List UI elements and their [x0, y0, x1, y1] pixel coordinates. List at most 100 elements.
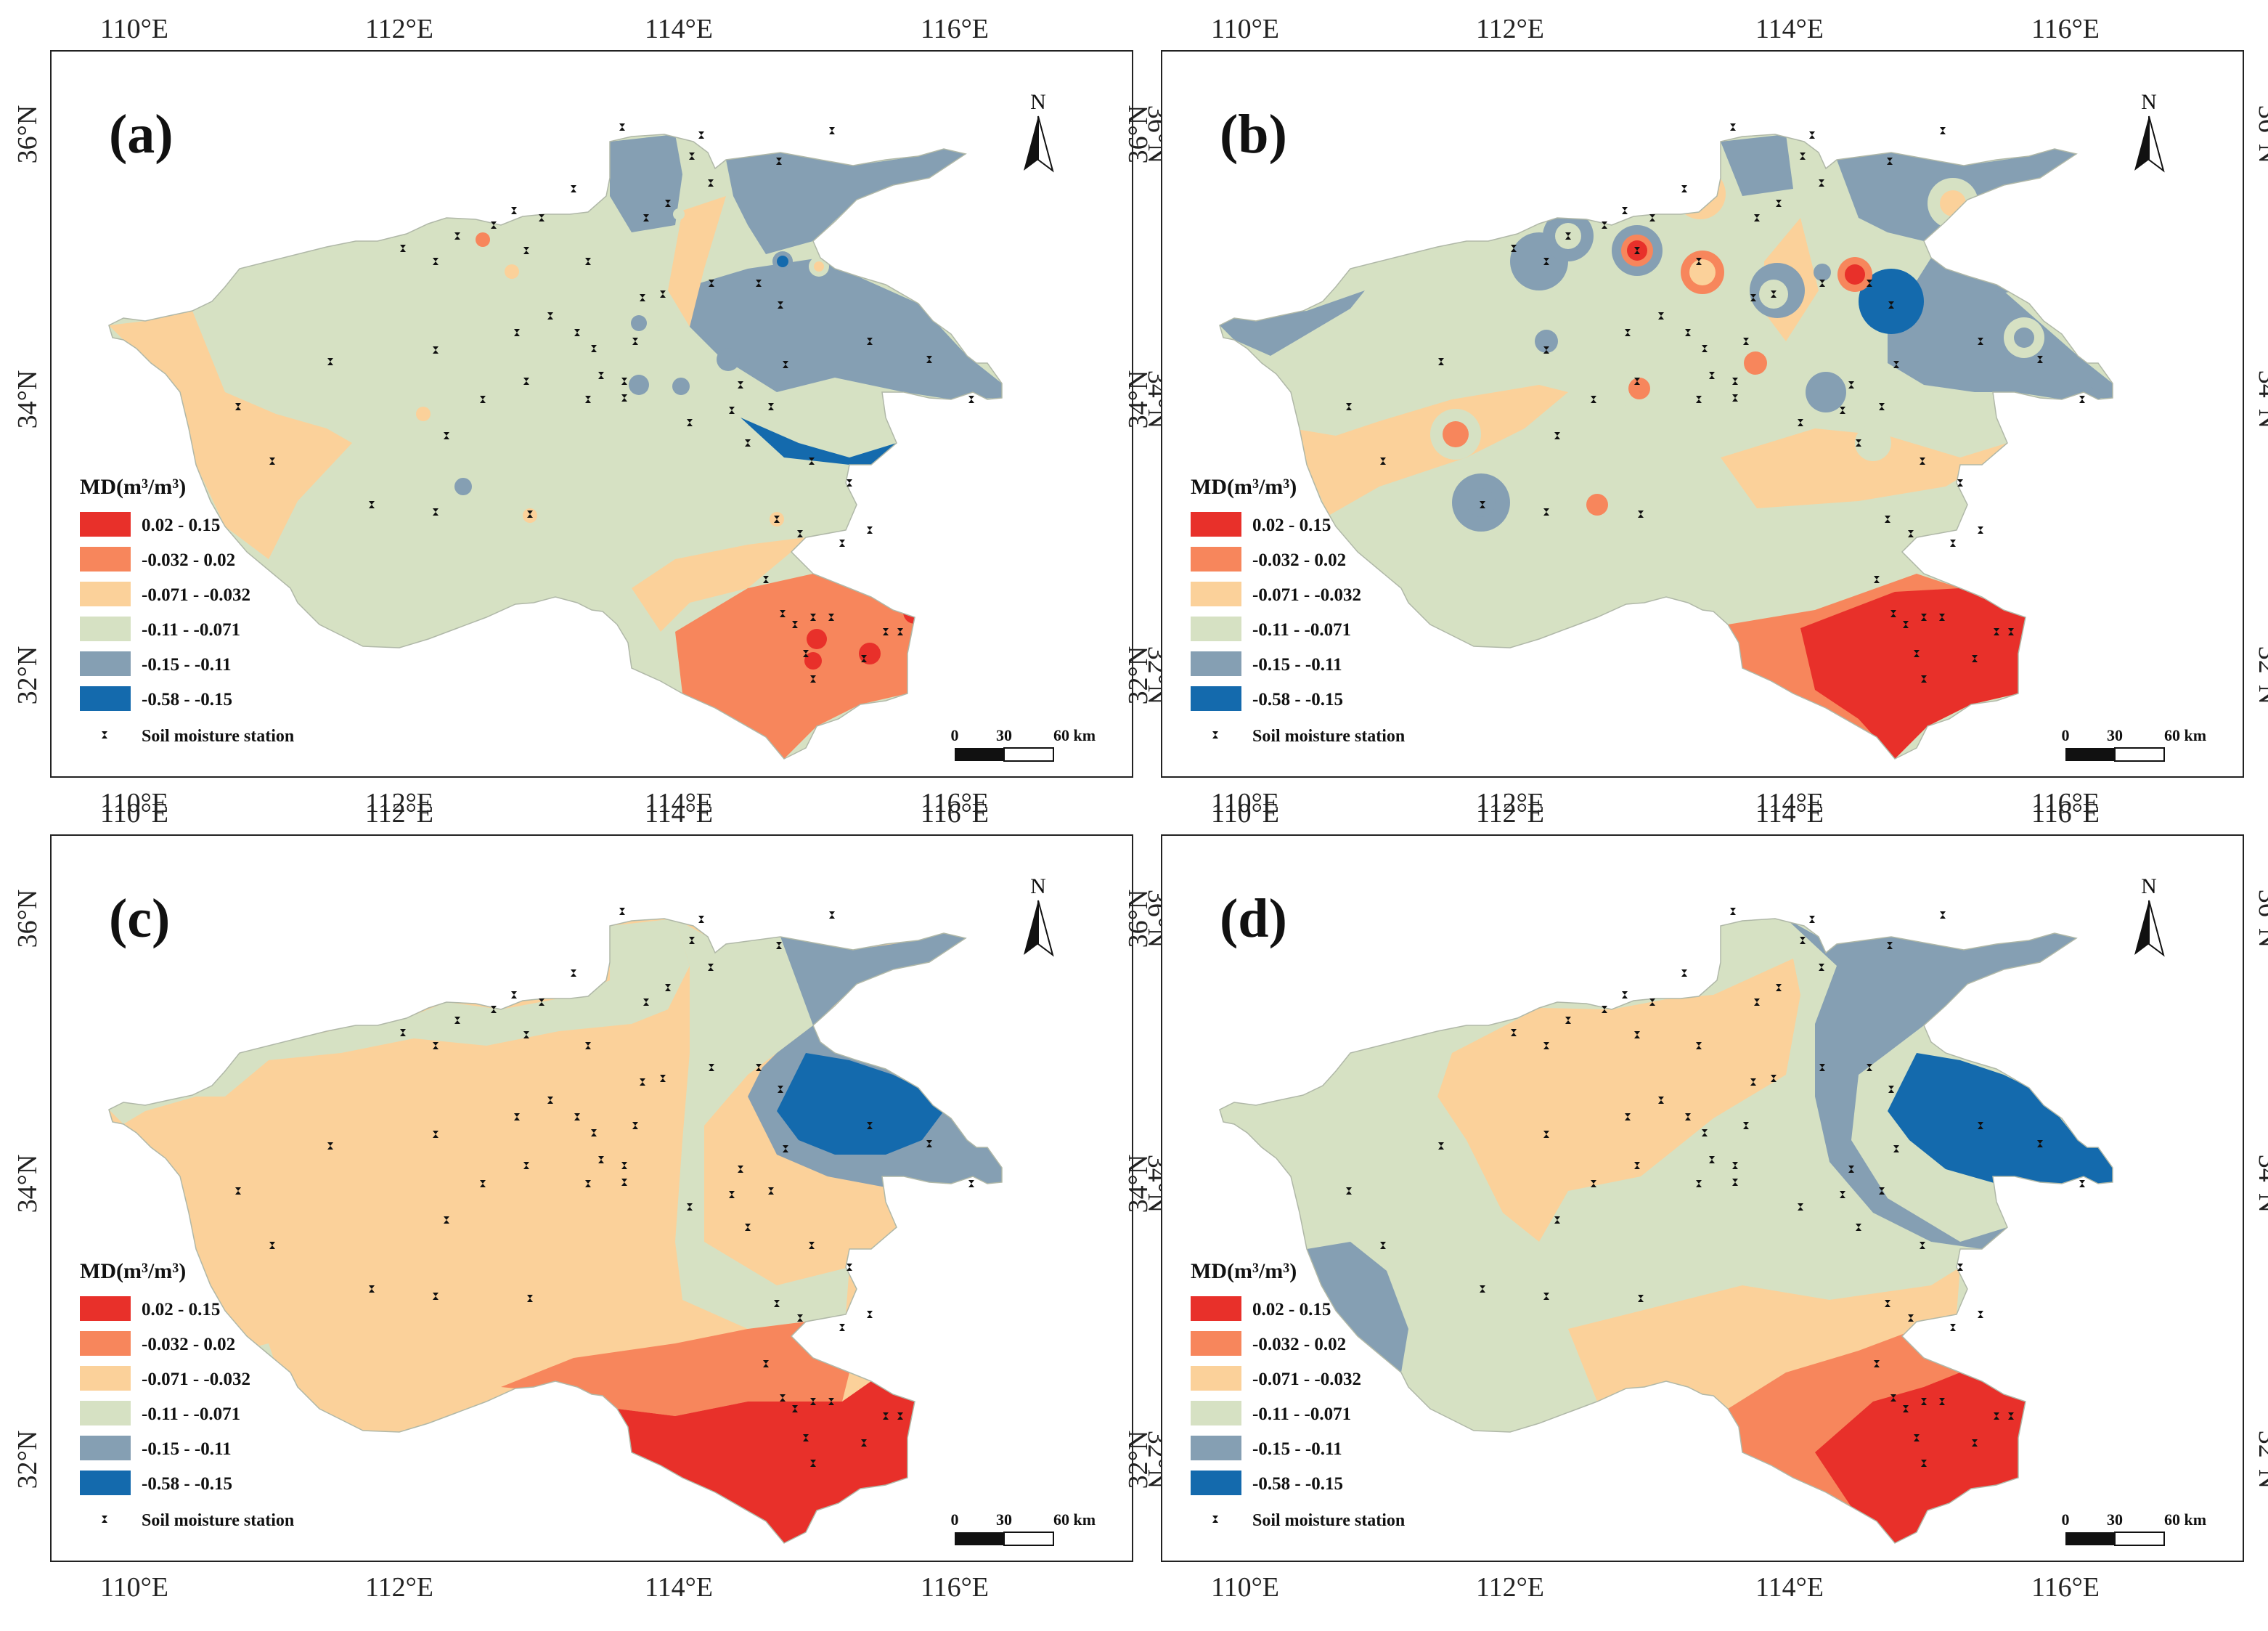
legend-swatch [1191, 1436, 1241, 1460]
anomaly-circle [1535, 330, 1558, 353]
scalebar: 0 30 60 km [951, 726, 1096, 762]
station-marker [1798, 1203, 1803, 1211]
station-marker [1819, 280, 1825, 287]
north-label: N [2141, 90, 2157, 114]
station-marker [1750, 1078, 1756, 1086]
station-marker [1874, 576, 1880, 583]
station-marker [1972, 1439, 1978, 1447]
station-marker [867, 1122, 873, 1129]
station-marker [1920, 1242, 1925, 1249]
scalebar-label: 60 km [2164, 726, 2206, 744]
station-marker [803, 650, 809, 657]
station-marker [1914, 650, 1920, 657]
station-marker [454, 1017, 460, 1024]
station-marker [847, 1264, 852, 1271]
lat-tick-left: 34°N [12, 1155, 43, 1213]
station-marker [1480, 1285, 1485, 1293]
station-marker [763, 1360, 769, 1367]
station-marker [433, 258, 438, 265]
station-marker [1994, 1412, 1999, 1420]
station-marker [1848, 381, 1854, 389]
scalebar: 0 30 60 km [2062, 1510, 2206, 1546]
station-marker [1754, 998, 1760, 1006]
scalebar-label: 30 [996, 726, 1012, 744]
scalebar-black [955, 748, 1004, 761]
station-marker [640, 294, 645, 301]
legend-swatch [80, 651, 131, 676]
station-marker [1914, 1434, 1920, 1441]
station-marker [269, 1242, 275, 1249]
scalebar: 0 30 60 km [951, 1510, 1096, 1546]
station-marker [2079, 1180, 2085, 1187]
station-marker [1380, 457, 1386, 465]
legend-swatch [80, 617, 131, 641]
station-marker [643, 998, 649, 1006]
station-marker [539, 214, 544, 221]
lon-tick-bottom: 114°E [645, 788, 713, 818]
anomaly-circle [807, 629, 827, 649]
station-marker [1978, 338, 1983, 345]
anomaly-circle [629, 375, 649, 395]
legend-swatch [80, 1436, 131, 1460]
station-marker [1730, 908, 1736, 915]
station-marker [660, 290, 666, 298]
anomaly-circle [416, 407, 431, 421]
station-marker [1908, 530, 1914, 537]
map-panel-a: 110°E 110°E 112°E 112°E 114°E 114°E 116°E 116°E… [12, 14, 1172, 818]
panel-label: (c) [109, 888, 170, 949]
station-marker [803, 1434, 809, 1441]
station-marker [698, 131, 704, 139]
station-marker [523, 378, 529, 385]
station-marker [585, 258, 591, 265]
station-marker [1685, 329, 1691, 336]
province-zones [1220, 134, 2113, 759]
anomaly-circle [1814, 264, 1831, 281]
scalebar-label: 30 [2107, 726, 2123, 744]
station-marker [1776, 200, 1782, 207]
lon-tick-top: 114°E [1755, 14, 1824, 44]
station-marker [1921, 614, 1927, 621]
anomaly-circle [2014, 328, 2034, 348]
lon-tick-bottom: 114°E [1755, 1572, 1824, 1603]
station-marker [1543, 1131, 1549, 1138]
scalebar-label: 60 km [2164, 1510, 2206, 1529]
scalebar-label: 0 [951, 726, 959, 744]
station-marker [1346, 403, 1352, 410]
legend-title: MD(m³/m³) [80, 1259, 186, 1283]
lon-tick-bottom: 116°E [2031, 788, 2100, 818]
station-marker [709, 280, 714, 287]
station-marker [1809, 131, 1815, 139]
legend-swatch [1191, 1401, 1241, 1425]
north-arrow-icon-half [2148, 115, 2165, 173]
station-marker [1591, 1180, 1596, 1187]
lon-tick-top: 112°E [1476, 798, 1544, 829]
station-marker [527, 511, 533, 518]
anomaly-circle [1806, 372, 1846, 412]
legend-station-icon [1212, 731, 1218, 739]
station-marker [897, 1412, 903, 1420]
lon-tick-top: 114°E [1755, 798, 1824, 829]
station-marker [968, 1180, 974, 1187]
station-marker [1771, 1075, 1777, 1082]
station-marker [591, 345, 597, 352]
legend-swatch [80, 582, 131, 606]
station-marker [547, 312, 553, 320]
station-marker [454, 232, 460, 240]
station-marker [1702, 345, 1708, 352]
station-marker [1856, 1224, 1861, 1231]
station-marker [1867, 280, 1872, 287]
station-marker [1634, 1162, 1640, 1169]
lon-tick-bottom: 110°E [100, 788, 168, 818]
station-marker [2008, 1412, 2014, 1420]
station-marker [968, 396, 974, 403]
station-marker [1511, 1029, 1517, 1036]
station-markers [1346, 123, 2085, 683]
station-marker [1903, 621, 1909, 628]
legend-label: -0.15 - -0.11 [142, 655, 232, 675]
station-marker [400, 245, 406, 252]
station-marker [1732, 1179, 1738, 1186]
anomaly-circle [717, 348, 740, 371]
station-marker [1732, 1162, 1738, 1169]
station-marker [1819, 179, 1824, 187]
lon-tick-top: 112°E [365, 798, 433, 829]
